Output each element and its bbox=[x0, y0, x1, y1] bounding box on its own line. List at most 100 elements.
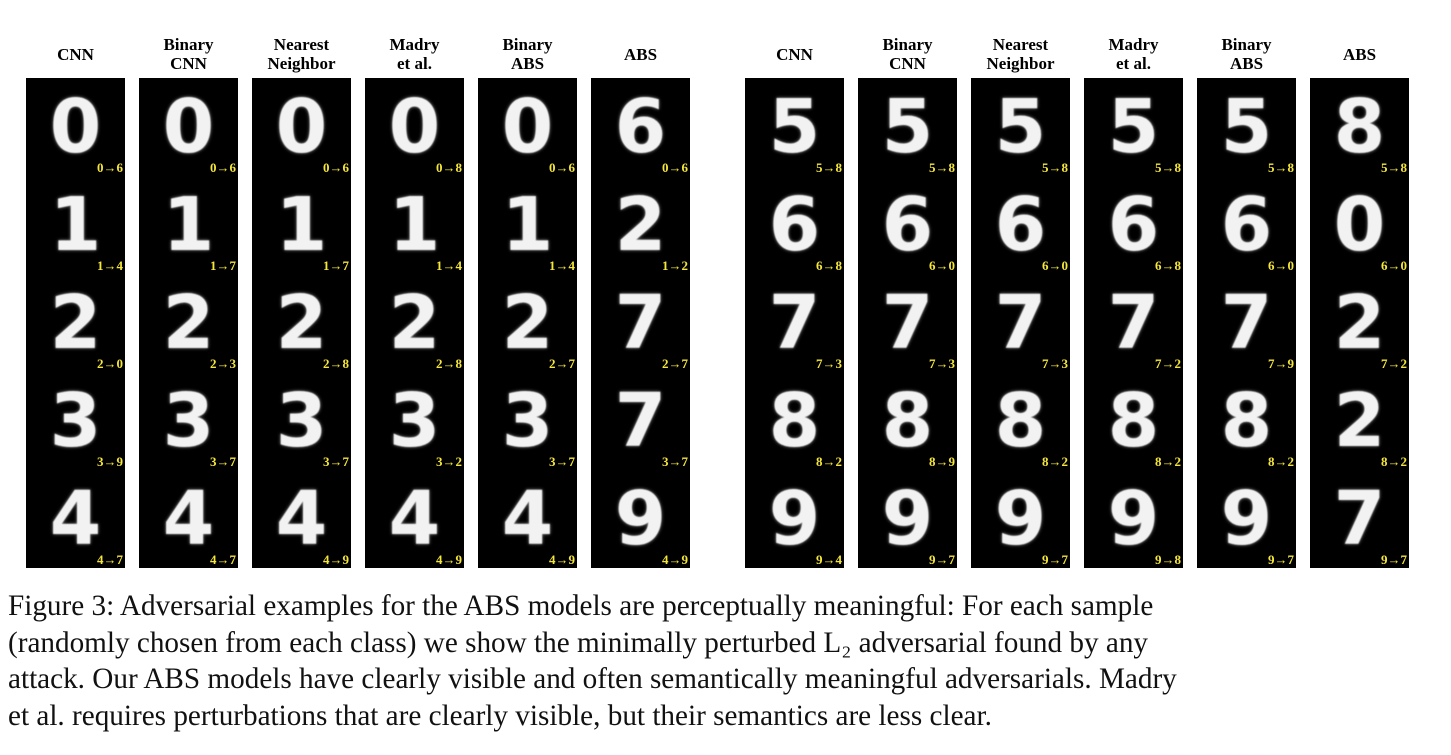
class-transition-label: 0→8 bbox=[436, 160, 462, 175]
column-header: ABS bbox=[1342, 44, 1377, 64]
adversarial-image: 4 4→7 bbox=[26, 470, 125, 568]
column-header: Nearest Neighbor bbox=[986, 35, 1055, 73]
class-transition-label: 0→6 bbox=[549, 160, 575, 175]
model-column: Binary ABS 5 5→8 6 6→0 7 7→9 8 8→2 9 9→7 bbox=[1197, 0, 1296, 570]
image-strip: 5 5→8 6 6→8 7 7→2 8 8→2 9 9→8 bbox=[1084, 78, 1183, 568]
digit-glyph: 7 bbox=[768, 280, 821, 366]
digit-glyph: 2 bbox=[1333, 280, 1386, 366]
model-column: Nearest Neighbor 5 5→8 6 6→0 7 7→3 8 8→2 9 9→7 bbox=[971, 0, 1070, 570]
model-column: ABS 6 0→6 2 1→2 7 2→7 7 3→7 9 4→9 bbox=[591, 0, 690, 570]
adversarial-image: 4 4→9 bbox=[252, 470, 351, 568]
class-transition-label: 4→7 bbox=[210, 552, 236, 567]
adversarial-image: 6 0→6 bbox=[591, 78, 690, 176]
class-transition-label: 4→9 bbox=[436, 552, 462, 567]
class-transition-label: 6→8 bbox=[816, 258, 842, 273]
digit-glyph: 4 bbox=[501, 476, 554, 562]
image-strip: 8 5→8 0 6→0 2 7→2 2 8→2 7 9→7 bbox=[1310, 78, 1409, 568]
adversarial-image: 5 5→8 bbox=[858, 78, 957, 176]
adversarial-image: 5 5→8 bbox=[1084, 78, 1183, 176]
class-transition-label: 5→8 bbox=[1042, 160, 1068, 175]
digit-glyph: 7 bbox=[881, 280, 934, 366]
adversarial-image: 7 7→3 bbox=[745, 274, 844, 372]
digit-glyph: 9 bbox=[614, 476, 667, 562]
class-transition-label: 9→7 bbox=[1268, 552, 1294, 567]
class-transition-label: 3→9 bbox=[97, 454, 123, 469]
adversarial-image: 2 2→8 bbox=[252, 274, 351, 372]
digit-glyph: 0 bbox=[162, 84, 215, 170]
column-header: Madry et al. bbox=[389, 35, 440, 73]
adversarial-image: 8 8→2 bbox=[1084, 372, 1183, 470]
digit-glyph: 3 bbox=[501, 378, 554, 464]
model-column: Binary CNN 5 5→8 6 6→0 7 7→3 8 8→9 9 9→7 bbox=[858, 0, 957, 570]
class-transition-label: 1→4 bbox=[549, 258, 575, 273]
adversarial-image: 2 2→8 bbox=[365, 274, 464, 372]
adversarial-image: 3 3→7 bbox=[252, 372, 351, 470]
digit-glyph: 7 bbox=[614, 378, 667, 464]
class-transition-label: 6→0 bbox=[1268, 258, 1294, 273]
class-transition-label: 2→8 bbox=[323, 356, 349, 371]
adversarial-image: 1 1→7 bbox=[139, 176, 238, 274]
class-transition-label: 9→7 bbox=[929, 552, 955, 567]
digit-glyph: 5 bbox=[768, 84, 821, 170]
adversarial-image: 0 0→8 bbox=[365, 78, 464, 176]
adversarial-image: 0 6→0 bbox=[1310, 176, 1409, 274]
adversarial-image: 7 7→3 bbox=[858, 274, 957, 372]
class-transition-label: 2→0 bbox=[97, 356, 123, 371]
digit-glyph: 9 bbox=[881, 476, 934, 562]
adversarial-image: 4 4→7 bbox=[139, 470, 238, 568]
class-transition-label: 5→8 bbox=[1381, 160, 1407, 175]
model-column: CNN 0 0→6 1 1→4 2 2→0 3 3→9 4 4→7 bbox=[26, 0, 125, 570]
digit-glyph: 8 bbox=[1333, 84, 1386, 170]
class-transition-label: 9→7 bbox=[1381, 552, 1407, 567]
class-transition-label: 4→9 bbox=[549, 552, 575, 567]
class-transition-label: 3→7 bbox=[210, 454, 236, 469]
class-transition-label: 8→2 bbox=[1381, 454, 1407, 469]
image-strip: 0 0→8 1 1→4 2 2→8 3 3→2 4 4→9 bbox=[365, 78, 464, 568]
image-strip: 5 5→8 6 6→0 7 7→3 8 8→9 9 9→7 bbox=[858, 78, 957, 568]
class-transition-label: 1→7 bbox=[210, 258, 236, 273]
class-transition-label: 7→3 bbox=[816, 356, 842, 371]
column-header: CNN bbox=[776, 44, 813, 64]
adversarial-image: 6 6→8 bbox=[1084, 176, 1183, 274]
adversarial-image: 1 1→4 bbox=[26, 176, 125, 274]
class-transition-label: 3→7 bbox=[549, 454, 575, 469]
class-transition-label: 8→2 bbox=[816, 454, 842, 469]
image-strip: 0 0→6 1 1→7 2 2→8 3 3→7 4 4→9 bbox=[252, 78, 351, 568]
digit-glyph: 1 bbox=[388, 182, 441, 268]
class-transition-label: 5→8 bbox=[1155, 160, 1181, 175]
digit-glyph: 4 bbox=[388, 476, 441, 562]
digit-glyph: 6 bbox=[768, 182, 821, 268]
adversarial-image: 2 2→7 bbox=[478, 274, 577, 372]
class-transition-label: 6→0 bbox=[1042, 258, 1068, 273]
digit-glyph: 0 bbox=[49, 84, 102, 170]
adversarial-image: 1 1→4 bbox=[365, 176, 464, 274]
digit-glyph: 8 bbox=[1220, 378, 1273, 464]
digit-glyph: 8 bbox=[994, 378, 1047, 464]
image-strip: 0 0→6 1 1→4 2 2→7 3 3→7 4 4→9 bbox=[478, 78, 577, 568]
adversarial-image: 8 8→2 bbox=[1197, 372, 1296, 470]
class-transition-label: 5→8 bbox=[1268, 160, 1294, 175]
digit-glyph: 1 bbox=[162, 182, 215, 268]
class-transition-label: 2→7 bbox=[662, 356, 688, 371]
class-transition-label: 6→8 bbox=[1155, 258, 1181, 273]
class-transition-label: 7→2 bbox=[1381, 356, 1407, 371]
adversarial-image: 2 2→0 bbox=[26, 274, 125, 372]
adversarial-image: 7 7→3 bbox=[971, 274, 1070, 372]
digit-glyph: 7 bbox=[1107, 280, 1160, 366]
digit-glyph: 4 bbox=[275, 476, 328, 562]
class-transition-label: 1→2 bbox=[662, 258, 688, 273]
model-column: Binary CNN 0 0→6 1 1→7 2 2→3 3 3→7 4 4→7 bbox=[139, 0, 238, 570]
adversarial-image: 8 8→2 bbox=[745, 372, 844, 470]
caption-line-3: attack. Our ABS models have clearly visi… bbox=[8, 663, 1177, 695]
class-transition-label: 2→8 bbox=[436, 356, 462, 371]
adversarial-image: 5 5→8 bbox=[1197, 78, 1296, 176]
digit-glyph: 3 bbox=[388, 378, 441, 464]
digit-glyph: 7 bbox=[614, 280, 667, 366]
caption-line-4: et al. requires perturbations that are c… bbox=[8, 699, 992, 732]
class-transition-label: 3→2 bbox=[436, 454, 462, 469]
digit-glyph: 2 bbox=[501, 280, 554, 366]
adversarial-image: 6 6→0 bbox=[971, 176, 1070, 274]
class-transition-label: 7→2 bbox=[1155, 356, 1181, 371]
digit-glyph: 0 bbox=[275, 84, 328, 170]
class-transition-label: 6→0 bbox=[929, 258, 955, 273]
